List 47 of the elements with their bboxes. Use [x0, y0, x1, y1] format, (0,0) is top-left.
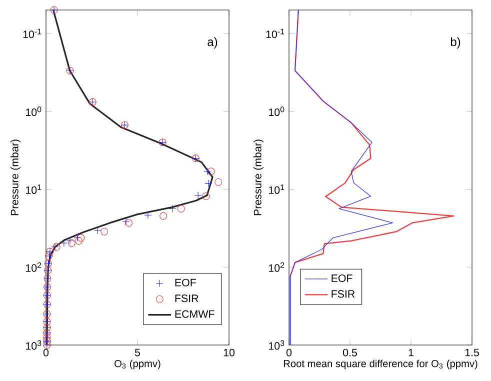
y-tick-label: 10$^{1}$: [26, 184, 42, 194]
x-tick-label: 10: [224, 348, 235, 356]
point: [77, 234, 85, 242]
annotation: a): [208, 37, 218, 48]
y-tick-label: 10$^{0}$: [26, 106, 42, 116]
point: [75, 237, 82, 245]
point: [168, 204, 176, 212]
y-axis-title: Pressure (mbar): [10, 140, 20, 216]
point: [122, 218, 130, 226]
x-tick-label: 0: [286, 348, 292, 356]
x-axis-title: Root mean square difference for O$_{3}$ (ppmv): [284, 360, 478, 370]
y-tick-label: 10$^{0}$: [269, 106, 284, 116]
x-tick-label: 1.5: [465, 348, 479, 356]
point: [74, 234, 82, 242]
legend-label: EOF: [332, 274, 352, 282]
y-axis-title: Pressure (mbar): [254, 140, 264, 216]
x-tick-label: 0.5: [343, 348, 357, 356]
y-tick-label: 10$^{3}$: [26, 340, 42, 350]
y-tick-label: 10$^{1}$: [269, 184, 284, 194]
point: [203, 168, 211, 176]
point: [160, 212, 168, 220]
point: [207, 168, 215, 176]
y-tick-label: 10$^{-1}$: [266, 28, 284, 38]
x-axis-title: O$_{3}$ (ppmv): [114, 360, 160, 370]
point: [100, 228, 108, 236]
point: [194, 192, 202, 200]
x-tick-label: 1: [408, 348, 414, 356]
y-tick-label: 10$^{-1}$: [23, 28, 42, 38]
annotation: b): [450, 37, 460, 48]
point: [60, 239, 68, 247]
y-tick-label: 10$^{2}$: [26, 262, 42, 272]
x-tick-label: 5: [134, 348, 140, 356]
point: [144, 211, 152, 219]
legend-label: FSIR: [175, 294, 198, 302]
y-tick-label: 10$^{3}$: [269, 340, 284, 350]
point: [204, 180, 212, 188]
point: [94, 226, 102, 234]
line-series: [290, 10, 394, 346]
point: [177, 204, 185, 212]
x-tick-label: 0: [43, 348, 49, 356]
legend-label: EOF: [175, 278, 196, 286]
point: [214, 178, 222, 186]
legend-label: FSIR: [332, 290, 355, 298]
point: [202, 192, 210, 200]
y-tick-label: 10$^{2}$: [269, 262, 284, 272]
legend-label: ECMWF: [175, 310, 214, 318]
point: [124, 219, 132, 227]
